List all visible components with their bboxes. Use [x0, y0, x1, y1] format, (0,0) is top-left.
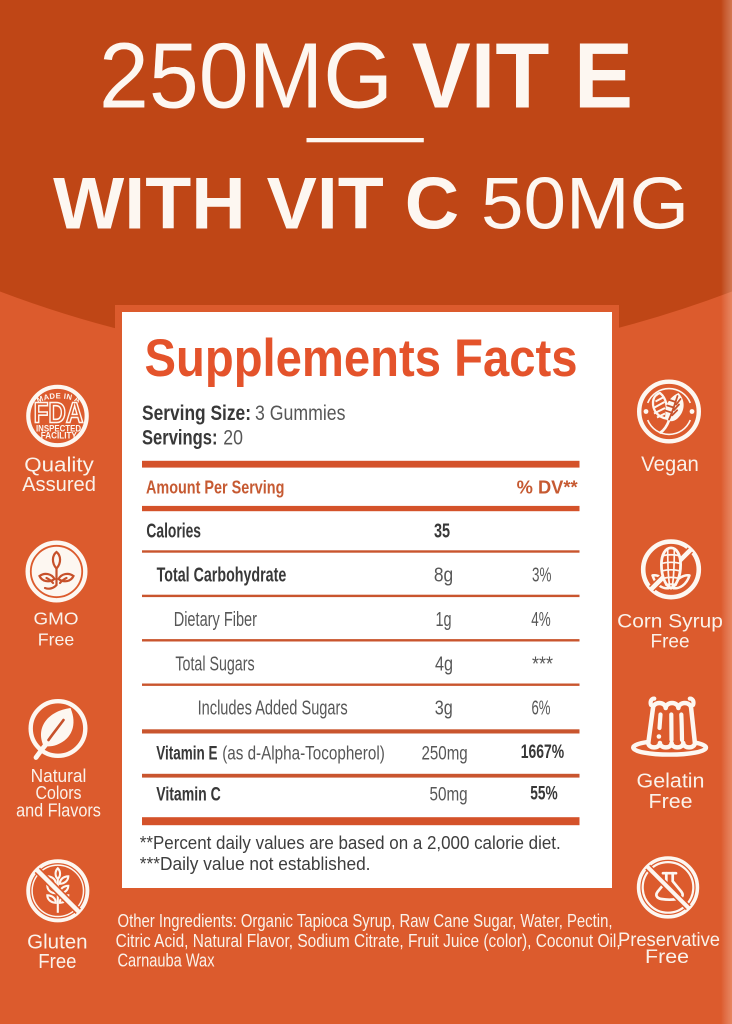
- svg-text:3g: 3g: [435, 698, 453, 720]
- svg-text:1g: 1g: [435, 609, 451, 631]
- svg-text:20: 20: [223, 427, 243, 450]
- svg-text:Free: Free: [38, 951, 76, 973]
- svg-text:Colors: Colors: [35, 783, 81, 803]
- svg-text:INSPECTED: INSPECTED: [36, 423, 82, 433]
- svg-text:Carnauba Wax: Carnauba Wax: [118, 951, 215, 971]
- svg-text:6%: 6%: [532, 698, 551, 720]
- svg-text:Quality: Quality: [24, 455, 94, 477]
- svg-text:Vitamin C: Vitamin C: [156, 785, 221, 806]
- svg-text:Includes Added Sugars: Includes Added Sugars: [198, 698, 348, 720]
- svg-text:35: 35: [434, 520, 450, 542]
- svg-text:Corn Syrup: Corn Syrup: [617, 612, 723, 633]
- svg-text:Assured: Assured: [22, 474, 96, 496]
- svg-text:% DV**: % DV**: [517, 478, 578, 498]
- svg-text:**Percent daily values are bas: **Percent daily values are based on a 2,…: [140, 832, 561, 853]
- svg-text:Other Ingredients: Organic Tap: Other Ingredients: Organic Tapioca Syrup…: [118, 911, 613, 931]
- svg-text:Total Carbohydrate: Total Carbohydrate: [157, 565, 287, 587]
- svg-text:FACILITY: FACILITY: [41, 431, 77, 441]
- svg-text:***Daily value not established: ***Daily value not established.: [140, 853, 371, 874]
- svg-text:Free: Free: [645, 947, 689, 968]
- svg-text:Preservative: Preservative: [618, 930, 720, 951]
- svg-text:3 Gummies: 3 Gummies: [255, 402, 346, 425]
- svg-text:4%: 4%: [531, 609, 551, 631]
- svg-text:Total Sugars: Total Sugars: [175, 653, 254, 675]
- svg-text:GMO: GMO: [34, 609, 79, 629]
- svg-text:Citric Acid, Natural Flavor, S: Citric Acid, Natural Flavor, Sodium Citr…: [116, 931, 621, 951]
- svg-text:Vegan: Vegan: [641, 453, 699, 476]
- svg-text:(as d-Alpha-Tocopherol): (as d-Alpha-Tocopherol): [222, 744, 385, 765]
- svg-text:and Flavors: and Flavors: [16, 800, 101, 820]
- svg-text:MADE IN A: MADE IN A: [35, 391, 82, 404]
- svg-text:Free: Free: [38, 630, 75, 650]
- svg-text:VIT E: VIT E: [412, 24, 633, 128]
- svg-text:Vitamin E: Vitamin E: [156, 744, 217, 765]
- svg-text:Calories: Calories: [146, 520, 201, 542]
- svg-text:WITH VIT C: WITH VIT C: [53, 162, 459, 245]
- svg-text:***: ***: [532, 653, 553, 675]
- svg-text:250MG: 250MG: [99, 24, 393, 128]
- svg-text:Serving Size:: Serving Size:: [142, 402, 251, 425]
- svg-text:50mg: 50mg: [430, 785, 468, 806]
- svg-text:FDA: FDA: [34, 398, 84, 430]
- svg-text:Free: Free: [651, 632, 690, 653]
- svg-text:1667%: 1667%: [521, 742, 564, 763]
- svg-text:Free: Free: [649, 791, 693, 813]
- svg-text:8g: 8g: [434, 565, 453, 587]
- svg-text:250mg: 250mg: [422, 744, 468, 765]
- svg-text:Supplements Facts: Supplements Facts: [145, 329, 578, 388]
- svg-text:Dietary Fiber: Dietary Fiber: [174, 609, 258, 631]
- svg-text:Gelatin: Gelatin: [637, 771, 705, 793]
- svg-text:Gluten: Gluten: [27, 932, 87, 954]
- svg-text:Natural: Natural: [31, 766, 87, 786]
- svg-text:Amount Per Serving: Amount Per Serving: [146, 478, 284, 498]
- svg-text:55%: 55%: [530, 784, 557, 805]
- svg-text:50MG: 50MG: [481, 162, 689, 245]
- svg-text:4g: 4g: [435, 653, 453, 675]
- svg-text:Servings:: Servings:: [142, 427, 218, 450]
- svg-text:3%: 3%: [532, 565, 552, 587]
